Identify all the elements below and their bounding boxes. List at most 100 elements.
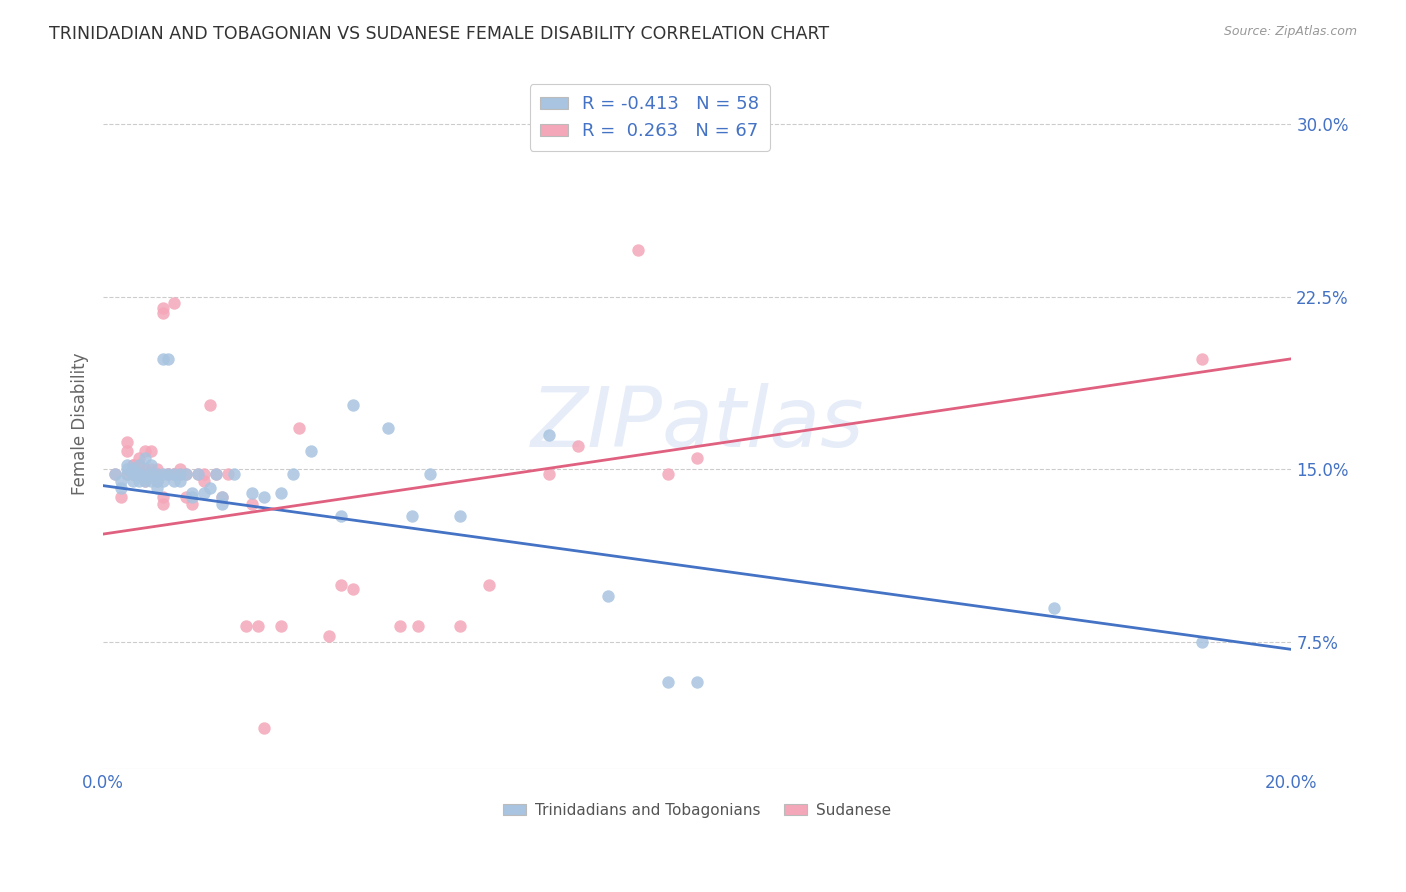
Point: [145, 481, 167, 495]
Point: [104, 467, 127, 482]
Point: [115, 444, 138, 458]
Point: [163, 467, 186, 482]
Point: [449, 619, 471, 633]
Point: [163, 296, 186, 310]
Point: [222, 467, 245, 482]
Point: [198, 398, 221, 412]
Point: [145, 474, 167, 488]
Point: [299, 444, 322, 458]
Point: [115, 434, 138, 449]
Point: [157, 351, 180, 366]
Point: [110, 481, 132, 495]
Point: [128, 467, 150, 482]
Point: [121, 462, 143, 476]
Point: [134, 467, 156, 482]
Point: [329, 578, 352, 592]
Point: [198, 481, 221, 495]
Point: [104, 467, 127, 482]
Point: [389, 619, 412, 633]
Point: [537, 467, 560, 482]
Point: [121, 467, 143, 482]
Point: [205, 467, 228, 482]
Point: [134, 474, 156, 488]
Point: [121, 467, 143, 482]
Point: [139, 444, 162, 458]
Point: [128, 467, 150, 482]
Point: [169, 462, 191, 476]
Point: [401, 508, 423, 523]
Point: [567, 439, 589, 453]
Point: [121, 467, 143, 482]
Text: ZIPatlas: ZIPatlas: [530, 383, 865, 464]
Point: [163, 474, 186, 488]
Point: [134, 462, 156, 476]
Point: [205, 467, 228, 482]
Point: [134, 467, 156, 482]
Point: [235, 619, 257, 633]
Text: Source: ZipAtlas.com: Source: ZipAtlas.com: [1223, 25, 1357, 38]
Point: [329, 508, 352, 523]
Point: [318, 628, 340, 642]
Point: [139, 467, 162, 482]
Point: [115, 458, 138, 472]
Point: [270, 485, 292, 500]
Point: [270, 619, 292, 633]
Point: [139, 467, 162, 482]
Point: [193, 485, 215, 500]
Point: [211, 490, 233, 504]
Point: [449, 508, 471, 523]
Point: [152, 351, 174, 366]
Point: [157, 467, 180, 482]
Point: [169, 467, 191, 482]
Y-axis label: Female Disability: Female Disability: [72, 352, 89, 495]
Point: [134, 474, 156, 488]
Point: [121, 462, 143, 476]
Point: [139, 474, 162, 488]
Point: [157, 467, 180, 482]
Point: [193, 474, 215, 488]
Point: [134, 444, 156, 458]
Point: [283, 467, 305, 482]
Point: [145, 467, 167, 482]
Point: [377, 421, 399, 435]
Point: [169, 474, 191, 488]
Point: [1191, 351, 1213, 366]
Point: [537, 428, 560, 442]
Point: [187, 467, 209, 482]
Point: [134, 467, 156, 482]
Point: [163, 467, 186, 482]
Point: [181, 497, 204, 511]
Point: [686, 450, 709, 465]
Point: [152, 474, 174, 488]
Point: [406, 619, 429, 633]
Point: [139, 467, 162, 482]
Point: [145, 467, 167, 482]
Point: [128, 458, 150, 472]
Point: [115, 462, 138, 476]
Point: [152, 306, 174, 320]
Point: [1191, 635, 1213, 649]
Point: [598, 590, 620, 604]
Point: [128, 450, 150, 465]
Point: [478, 578, 501, 592]
Point: [240, 497, 263, 511]
Point: [217, 467, 239, 482]
Point: [145, 474, 167, 488]
Point: [657, 674, 679, 689]
Point: [627, 244, 650, 258]
Point: [240, 485, 263, 500]
Point: [121, 458, 143, 472]
Point: [686, 674, 709, 689]
Point: [145, 467, 167, 482]
Point: [169, 467, 191, 482]
Point: [110, 490, 132, 504]
Point: [193, 467, 215, 482]
Point: [211, 497, 233, 511]
Point: [152, 301, 174, 315]
Point: [176, 467, 198, 482]
Point: [252, 721, 274, 735]
Point: [342, 582, 364, 597]
Legend: Trinidadians and Tobagonians, Sudanese: Trinidadians and Tobagonians, Sudanese: [498, 797, 897, 824]
Point: [246, 619, 269, 633]
Point: [342, 398, 364, 412]
